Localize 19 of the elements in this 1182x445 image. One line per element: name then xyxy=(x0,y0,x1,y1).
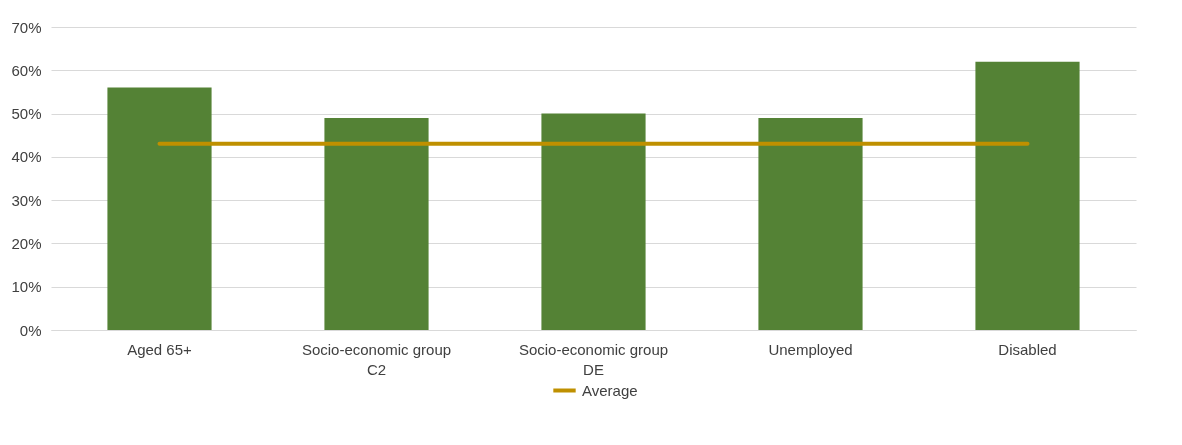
y-tick-label: 40% xyxy=(11,148,42,166)
y-tick-label: 50% xyxy=(11,105,42,123)
bar xyxy=(541,113,646,330)
bar xyxy=(975,61,1080,330)
y-tick-label: 60% xyxy=(11,61,42,79)
y-tick-label: 70% xyxy=(11,18,42,36)
bar xyxy=(324,117,429,330)
bar xyxy=(758,117,863,330)
x-tick-label: Disabled xyxy=(998,340,1057,358)
x-tick-label: Socio-economic group C2 xyxy=(301,340,452,378)
y-tick-label: 0% xyxy=(19,321,42,339)
x-tick-label: Aged 65+ xyxy=(127,340,193,358)
y-tick-label: 10% xyxy=(11,278,42,296)
legend-label: Average xyxy=(582,381,638,399)
x-tick-label: Socio-economic group DE xyxy=(518,340,669,378)
y-tick-label: 30% xyxy=(11,191,42,209)
x-tick-label: Unemployed xyxy=(768,340,853,358)
bar xyxy=(107,87,212,330)
y-tick-label: 20% xyxy=(11,234,42,252)
